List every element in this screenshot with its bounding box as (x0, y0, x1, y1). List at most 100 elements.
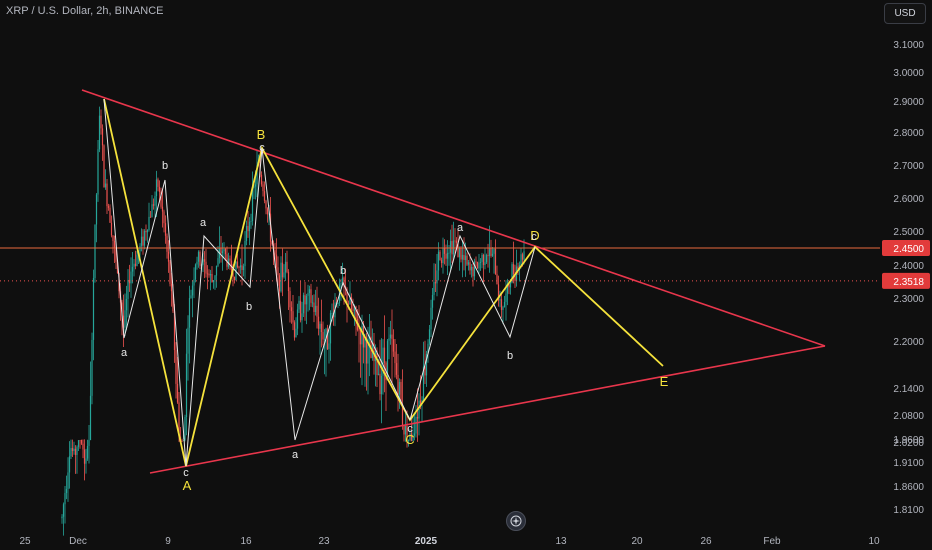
price-badge (882, 240, 930, 256)
candle-body (142, 236, 144, 246)
candle-body (440, 260, 443, 264)
candle-body (176, 383, 179, 403)
candle-body (313, 302, 315, 312)
candle-body (166, 235, 168, 252)
candle-body (488, 247, 491, 257)
minor-wave-label: c (183, 467, 189, 479)
candle-body (359, 330, 362, 345)
candle-body (98, 115, 101, 150)
candle-body (407, 439, 410, 442)
time-axis[interactable]: 25 Dec 9 16 23 2025 13 20 26 Feb 10 (19, 536, 880, 547)
candle-body (239, 265, 242, 268)
candle-body (307, 293, 309, 296)
candle-body (127, 279, 129, 299)
candle-body (70, 447, 72, 457)
candle-body (73, 448, 75, 452)
candle-body (415, 416, 417, 434)
candle-body (161, 206, 164, 212)
candle-body (97, 149, 99, 195)
y-tick-label: 2.0800 (893, 411, 924, 422)
y-tick-label: 3.1000 (893, 40, 924, 51)
candle-body (124, 310, 126, 328)
y-tick-label: 2.6000 (893, 194, 924, 205)
candle-body (212, 280, 215, 283)
candle-body (104, 183, 107, 188)
x-tick-label: 16 (240, 536, 252, 547)
y-tick-label: 2.8000 (893, 128, 924, 139)
candle-body (422, 366, 425, 400)
y-tick-label: 1.9100 (893, 458, 924, 469)
y-tick-label: 2.3000 (893, 294, 924, 305)
candle-body (364, 337, 366, 348)
symbol-title: XRP / U.S. Dollar, 2h, BINANCE (6, 5, 164, 17)
candle-body (403, 425, 405, 435)
candle-body (520, 254, 522, 265)
minor-wave-label: c (259, 142, 265, 154)
minor-wave-label: a (200, 217, 207, 229)
candle-body (343, 277, 345, 286)
candle-body (347, 303, 350, 305)
y-tick-label: 1.8600 (893, 482, 924, 493)
candle-body (134, 263, 137, 267)
candle-body (449, 241, 452, 253)
price-axis[interactable]: 3.1000 3.0000 2.9000 2.8000 2.7000 2.6000 2.50… (893, 40, 924, 516)
major-wave-label: A (183, 478, 192, 493)
candle-body (373, 342, 375, 362)
minor-wave-label: c (407, 423, 413, 435)
candle-body (367, 338, 369, 364)
candle-body (106, 183, 108, 207)
candle-body (322, 332, 324, 340)
candle-body (470, 266, 473, 271)
candle-body (439, 251, 441, 261)
candle-body (115, 247, 117, 262)
candle-body (157, 179, 159, 187)
candle-body (287, 271, 290, 292)
candle-body (452, 240, 455, 255)
candle-body (298, 300, 300, 310)
candle-body (481, 254, 483, 262)
candle-body (395, 363, 398, 375)
major-wave-label: B (257, 127, 266, 142)
x-tick-label: 26 (700, 536, 712, 547)
candle-body (362, 325, 365, 348)
candle-body (151, 204, 153, 218)
currency-button[interactable]: USD (884, 3, 926, 24)
candle-body (323, 339, 326, 340)
candle-body (484, 262, 486, 265)
candle-body (173, 311, 176, 351)
candle-body (167, 251, 170, 262)
candle-body (485, 255, 488, 263)
candle-body (413, 433, 416, 436)
minor-wave-path (103, 98, 187, 467)
candle-body (409, 433, 411, 440)
candle-body (190, 295, 192, 298)
candle-body (263, 191, 266, 201)
x-tick-label: Feb (763, 536, 781, 547)
candle-body (517, 266, 519, 270)
candle-body (427, 343, 429, 355)
candle-body (482, 254, 485, 265)
candle-body (293, 322, 296, 338)
candle-body (175, 350, 177, 384)
candle-body (521, 254, 524, 260)
candle-body (389, 334, 392, 339)
candle-body (247, 225, 249, 232)
candle-body (244, 241, 246, 267)
candle-body (398, 382, 401, 395)
candle-body (163, 211, 165, 224)
candle-body (181, 441, 183, 442)
triangle-upper-line (81, 89, 826, 347)
candle-body (436, 270, 438, 284)
candle-body (428, 329, 431, 344)
candle-body (238, 267, 240, 268)
candle-body (206, 273, 209, 275)
x-tick-label: 9 (165, 536, 171, 547)
candle-body (202, 259, 204, 265)
candle-body (199, 251, 201, 266)
y-tick-label: 3.0000 (893, 68, 924, 79)
major-wave-path (103, 98, 664, 467)
candle-body (494, 248, 497, 275)
candle-body (169, 261, 171, 284)
scroll-to-realtime-button[interactable] (506, 511, 526, 531)
